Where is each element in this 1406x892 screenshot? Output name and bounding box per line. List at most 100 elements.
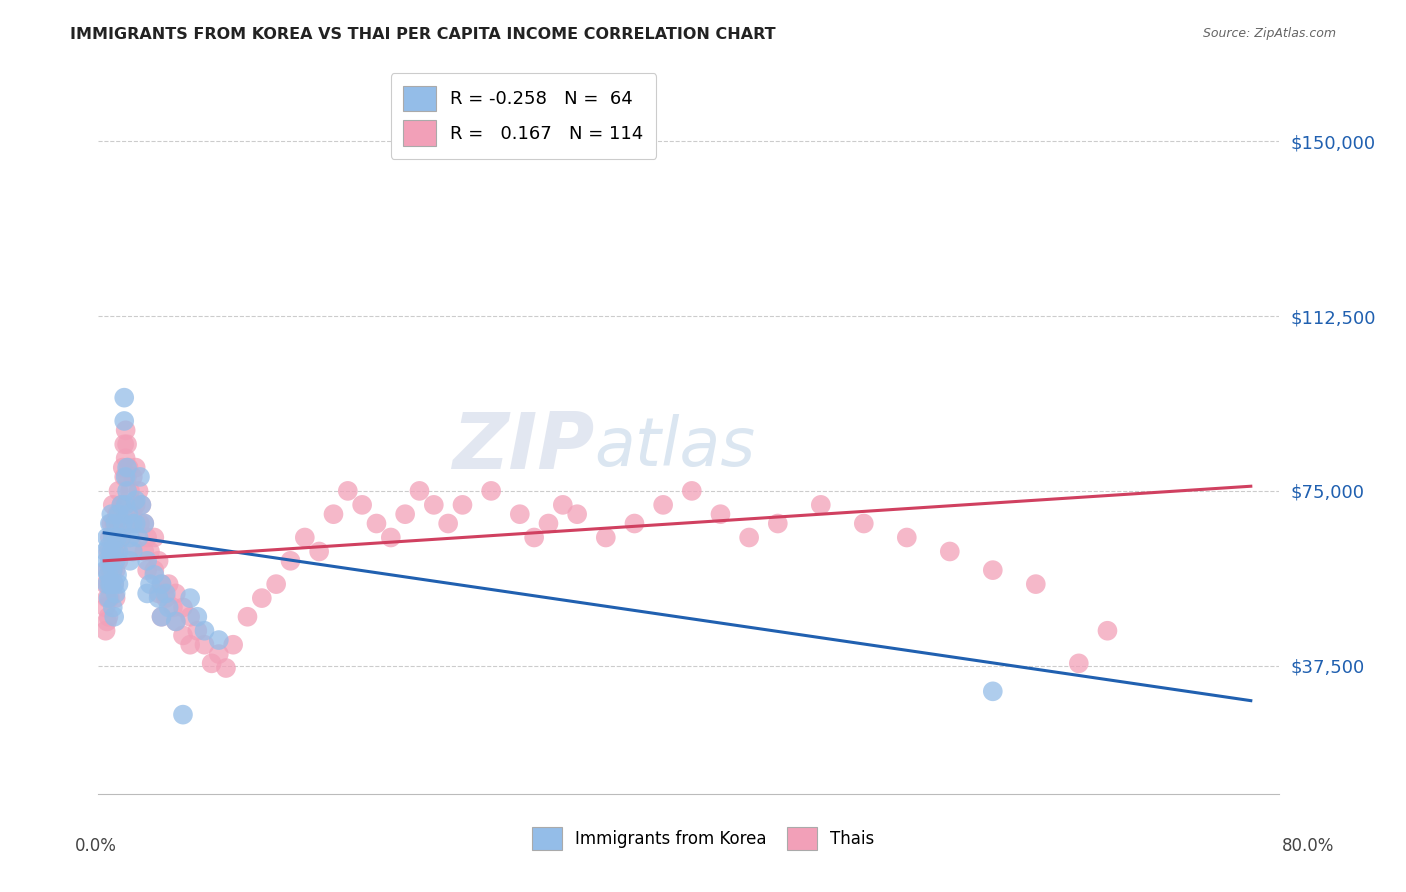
Point [134, 516, 156, 531]
Point [150, 609, 173, 624]
Point [134, 544, 156, 558]
Point [96, 554, 118, 568]
Point [162, 600, 184, 615]
Point [100, 577, 122, 591]
Point [1067, 657, 1090, 671]
Point [193, 638, 215, 652]
Point [165, 586, 187, 600]
Point [172, 707, 194, 722]
Point [551, 498, 574, 512]
Point [114, 423, 136, 437]
Point [105, 531, 128, 545]
Point [179, 609, 201, 624]
Point [103, 609, 125, 624]
Point [115, 483, 138, 498]
Point [139, 544, 162, 558]
Point [128, 483, 150, 498]
Point [110, 498, 132, 512]
Point [107, 483, 129, 498]
Point [115, 460, 138, 475]
Point [172, 628, 194, 642]
Point [148, 586, 170, 600]
Point [981, 684, 1004, 698]
Point [107, 544, 129, 558]
Point [103, 577, 125, 591]
Point [939, 544, 962, 558]
Point [236, 609, 259, 624]
Point [94, 577, 117, 591]
Point [852, 516, 875, 531]
Point [97, 540, 120, 554]
Point [118, 483, 141, 498]
Point [96, 615, 118, 629]
Point [157, 577, 180, 591]
Point [134, 516, 156, 531]
Point [129, 516, 152, 531]
Text: IMMIGRANTS FROM KOREA VS THAI PER CAPITA INCOME CORRELATION CHART: IMMIGRANTS FROM KOREA VS THAI PER CAPITA… [70, 27, 776, 42]
Point [451, 498, 474, 512]
Point [131, 498, 153, 512]
Point [125, 498, 148, 512]
Point [107, 577, 129, 591]
Point [104, 554, 127, 568]
Point [117, 507, 139, 521]
Text: 0.0%: 0.0% [75, 837, 117, 855]
Point [103, 544, 125, 558]
Point [121, 544, 143, 558]
Point [105, 507, 128, 521]
Point [101, 600, 124, 615]
Point [105, 544, 128, 558]
Point [896, 531, 918, 545]
Point [107, 554, 129, 568]
Point [101, 531, 124, 545]
Point [380, 531, 402, 545]
Point [97, 567, 120, 582]
Point [595, 531, 617, 545]
Text: Source: ZipAtlas.com: Source: ZipAtlas.com [1202, 27, 1336, 40]
Point [157, 600, 180, 615]
Point [97, 577, 120, 591]
Point [165, 615, 187, 629]
Point [104, 516, 127, 531]
Point [709, 507, 731, 521]
Point [201, 657, 224, 671]
Legend: Immigrants from Korea, Thais: Immigrants from Korea, Thais [524, 820, 882, 857]
Point [155, 586, 177, 600]
Point [172, 600, 194, 615]
Point [100, 544, 122, 558]
Point [98, 577, 121, 591]
Point [264, 577, 287, 591]
Point [118, 554, 141, 568]
Point [143, 563, 166, 577]
Point [112, 391, 135, 405]
Text: atlas: atlas [595, 414, 755, 480]
Point [115, 470, 138, 484]
Point [509, 507, 531, 521]
Point [143, 531, 166, 545]
Point [352, 498, 374, 512]
Point [98, 554, 121, 568]
Point [150, 577, 173, 591]
Point [208, 633, 231, 648]
Point [523, 531, 546, 545]
Point [250, 591, 273, 606]
Point [115, 437, 138, 451]
Point [103, 577, 125, 591]
Point [104, 591, 127, 606]
Text: 80.0%: 80.0% [1281, 837, 1334, 855]
Point [150, 609, 173, 624]
Point [336, 483, 359, 498]
Point [136, 563, 159, 577]
Point [623, 516, 645, 531]
Point [215, 661, 238, 675]
Point [101, 563, 124, 577]
Point [150, 577, 173, 591]
Point [100, 516, 122, 531]
Point [96, 591, 118, 606]
Point [98, 516, 121, 531]
Point [179, 591, 201, 606]
Point [322, 507, 344, 521]
Point [308, 544, 330, 558]
Point [111, 460, 134, 475]
Point [125, 493, 148, 508]
